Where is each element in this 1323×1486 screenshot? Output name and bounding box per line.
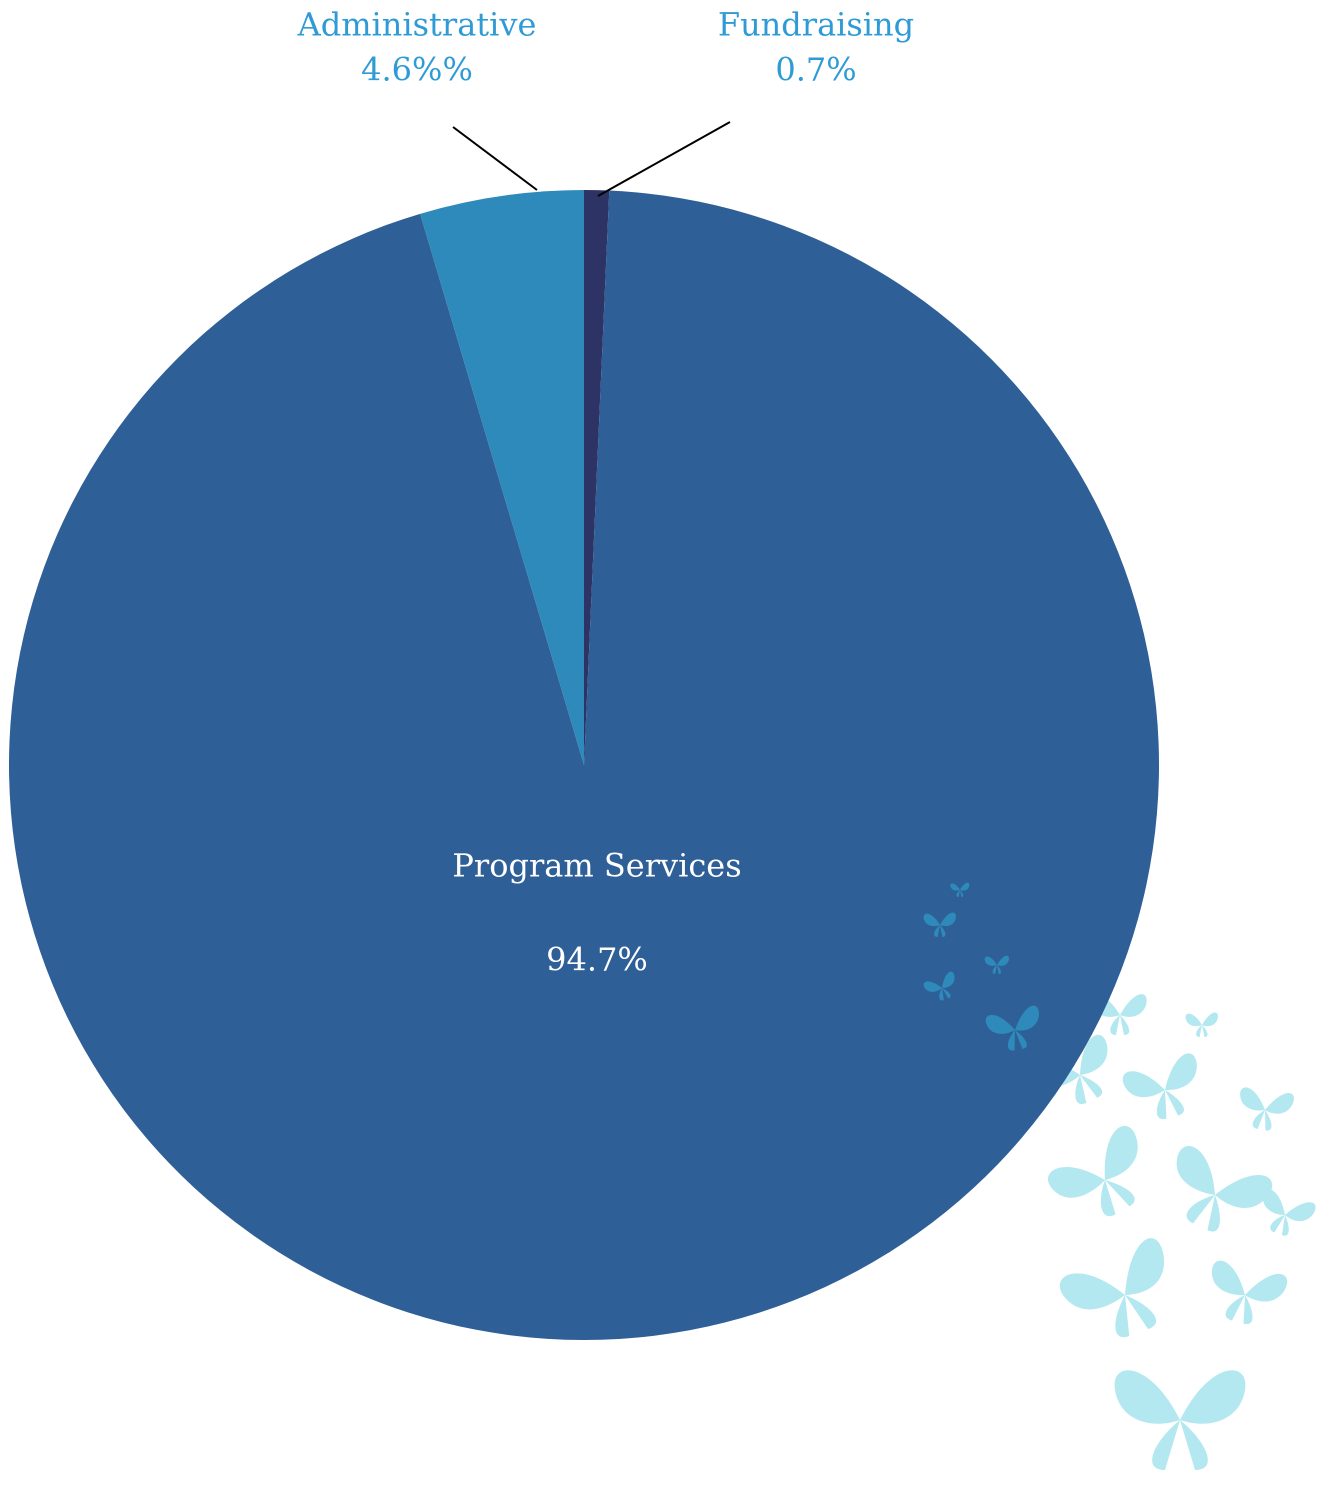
pie-slice — [420, 190, 584, 765]
category-label: Fundraising — [718, 6, 914, 44]
value-label: 0.7% — [775, 51, 856, 89]
category-label: Program Services — [452, 847, 741, 885]
butterfly-decoration — [1036, 994, 1316, 1470]
pie-slice — [584, 190, 610, 765]
value-label: 4.6%% — [361, 51, 473, 89]
labels: Fundraising 0.7% Program Services 94.7% Admi… — [297, 6, 915, 979]
inner-butterflies — [923, 882, 1039, 1051]
leader-line — [452, 126, 538, 191]
pie — [8, 190, 1159, 1341]
pie-slice — [8, 190, 1159, 1341]
value-label: 94.7% — [546, 941, 648, 979]
leader-line — [597, 121, 731, 197]
category-label: Administrative — [297, 6, 537, 44]
